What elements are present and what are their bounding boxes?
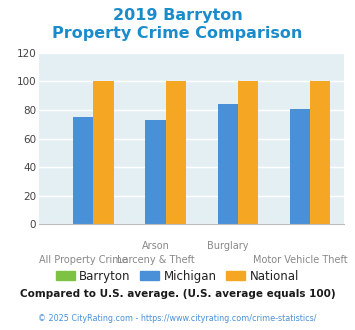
Bar [238, 82, 258, 224]
Text: All Property Crime: All Property Crime [39, 255, 128, 265]
Text: Arson: Arson [142, 241, 169, 251]
Text: Larceny & Theft: Larceny & Theft [117, 255, 195, 265]
Text: Burglary: Burglary [207, 241, 248, 251]
Bar [218, 104, 238, 224]
Bar [310, 82, 331, 224]
Text: © 2025 CityRating.com - https://www.cityrating.com/crime-statistics/: © 2025 CityRating.com - https://www.city… [38, 314, 317, 323]
Bar [166, 82, 186, 224]
Bar [146, 120, 166, 224]
Text: Motor Vehicle Theft: Motor Vehicle Theft [253, 255, 348, 265]
Text: 2019 Barryton: 2019 Barryton [113, 8, 242, 23]
Legend: Barryton, Michigan, National: Barryton, Michigan, National [51, 265, 304, 287]
Bar [290, 109, 310, 224]
Bar [93, 82, 114, 224]
Text: Compared to U.S. average. (U.S. average equals 100): Compared to U.S. average. (U.S. average … [20, 289, 335, 299]
Bar [73, 117, 93, 224]
Text: Property Crime Comparison: Property Crime Comparison [52, 26, 303, 41]
